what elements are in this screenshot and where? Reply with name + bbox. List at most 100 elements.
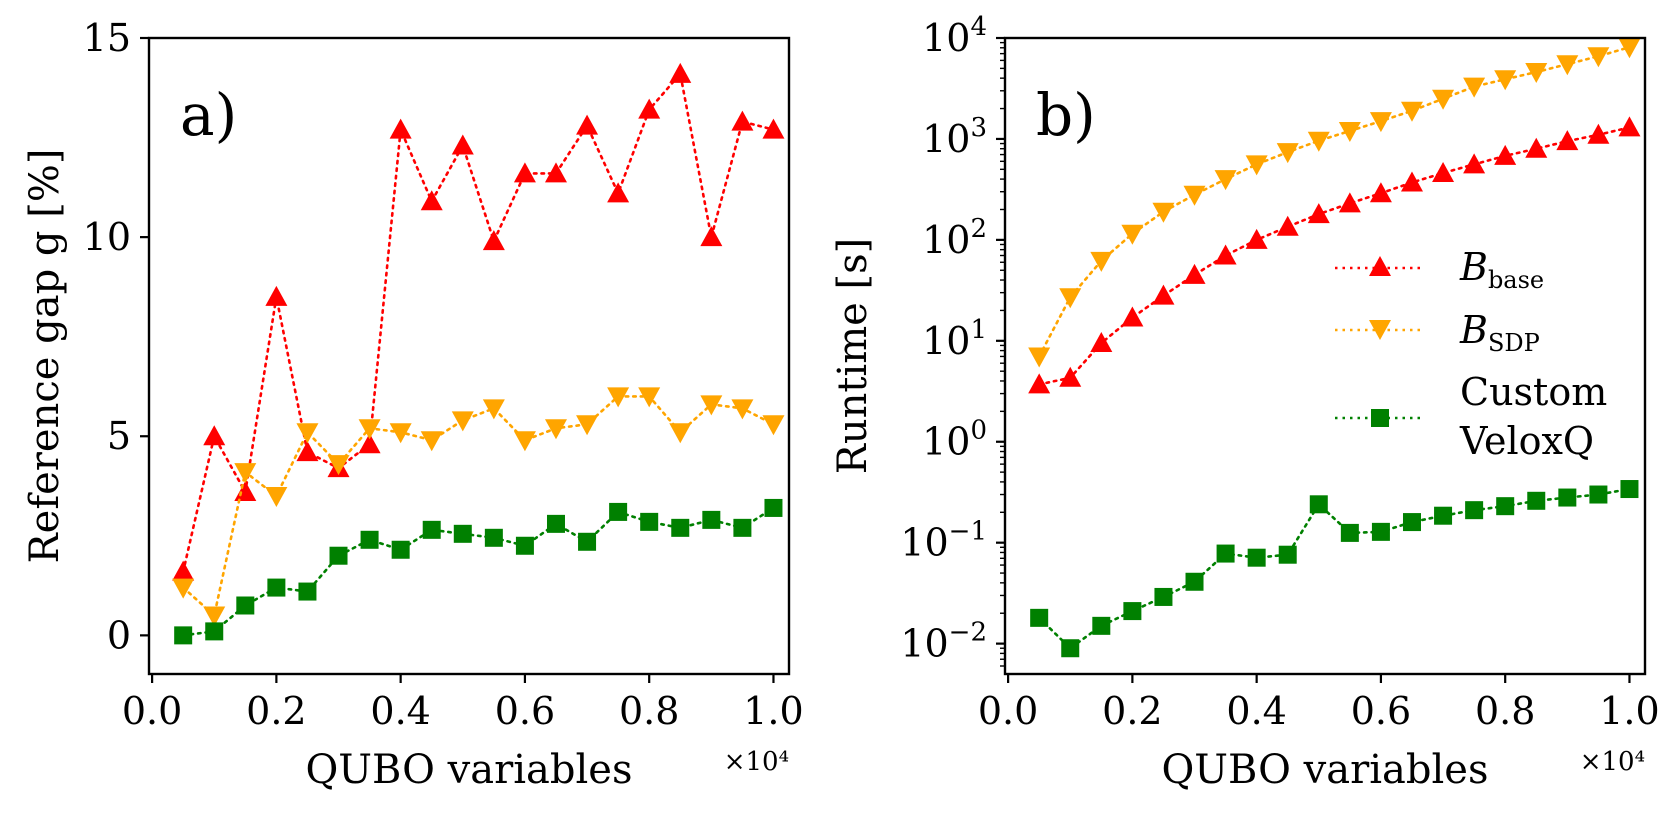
legend-label-custom: Custom	[1460, 370, 1607, 414]
panel-a-point-b-base	[762, 118, 785, 139]
panel-a-point-b-sdp	[576, 415, 599, 436]
panel-a-point-custom-veloxq	[484, 528, 503, 547]
panel-b-label: b)	[1036, 81, 1096, 149]
panel-a-y-tick-label: 0	[107, 613, 131, 657]
panel-b-series-line-b-sdp	[1037, 45, 1631, 358]
panel-b-point-custom-veloxq	[1061, 639, 1080, 658]
panel-b-point-b-sdp	[1369, 112, 1392, 133]
panel-a-point-b-base	[358, 433, 381, 454]
panel-a-point-b-base	[544, 162, 567, 183]
panel-b-x-tick-label: 0.0	[978, 689, 1038, 733]
panel-b-series-line-b-base	[1037, 126, 1631, 386]
panel-b-point-b-base	[1028, 373, 1051, 394]
panel-a-point-b-base	[607, 182, 630, 203]
panel-b-point-b-base	[1121, 306, 1144, 327]
legend-marker-b-base	[1369, 256, 1391, 276]
panel-a-x-tick-label: 0.0	[122, 689, 182, 733]
panel-b-point-b-sdp	[1618, 38, 1641, 59]
panel-b-point-b-base	[1307, 203, 1330, 224]
panel-a-point-b-sdp	[669, 423, 692, 444]
panel-a-point-b-sdp	[451, 411, 474, 432]
panel-a-point-custom-veloxq	[329, 546, 348, 565]
panel-a-point-custom-veloxq	[236, 596, 255, 615]
panel-b-point-b-sdp	[1183, 185, 1206, 206]
panel-b-point-b-sdp	[1432, 89, 1455, 110]
panel-a-plot-frame	[147, 36, 791, 676]
panel-a-y-tick-label: 10	[83, 215, 131, 259]
panel-b-point-custom-veloxq	[1278, 545, 1297, 564]
panel-a-x-ticks: 0.0 0.2 0.4 0.6 0.8 1.0	[122, 674, 804, 733]
panel-a-point-custom-veloxq	[360, 530, 379, 549]
panel-a-point-b-base	[669, 62, 692, 83]
legend-entry-b-base: Bbase	[1335, 245, 1544, 294]
panel-b-point-custom-veloxq	[1371, 522, 1390, 541]
panel-b-x-tick-label: 0.2	[1102, 689, 1162, 733]
panel-b-point-custom-veloxq	[1185, 572, 1204, 591]
panel-a-point-b-sdp	[638, 387, 661, 408]
legend-label-b-base-sub: base	[1488, 266, 1544, 294]
panel-a-point-custom-veloxq	[267, 578, 286, 597]
panel-b-point-b-base	[1059, 366, 1082, 387]
panel-a-point-b-base	[731, 110, 754, 131]
panel-b-point-b-sdp	[1245, 155, 1268, 176]
panel-a-point-b-sdp	[265, 486, 288, 507]
legend-label-b-sdp-main: B	[1459, 308, 1488, 352]
panel-b-point-b-base	[1432, 161, 1455, 182]
panel-b-point-b-base	[1090, 332, 1113, 353]
panel-b-x-axis-label: QUBO variables	[1162, 747, 1489, 793]
panel-b-point-b-sdp	[1028, 347, 1051, 368]
panel-a-point-b-base	[296, 441, 319, 462]
panel-b-series-line-custom-veloxq	[1037, 487, 1631, 650]
panel-a-point-custom-veloxq	[546, 514, 565, 533]
panel-a-y-axis-label: Reference gap g [%]	[22, 149, 68, 564]
panel-a-y-tick-label: 15	[83, 16, 131, 60]
legend-label-b-base-main: B	[1459, 245, 1488, 289]
panel-a-point-b-sdp	[389, 423, 412, 444]
panel-b-point-b-sdp	[1059, 288, 1082, 309]
panel-a-point-b-base	[451, 134, 474, 155]
panel-b-point-custom-veloxq	[1434, 506, 1453, 525]
panel-b-x-tick-label: 1.0	[1599, 689, 1659, 733]
panel-a-point-b-base	[482, 230, 505, 251]
legend-entry-b-sdp: BSDP	[1335, 308, 1540, 357]
panel-a-point-b-base	[700, 226, 723, 247]
panel-b-x-tick-label: 0.6	[1351, 689, 1411, 733]
panel-a-point-custom-veloxq	[702, 510, 721, 529]
panel-a-point-custom-veloxq	[609, 502, 628, 521]
panel-a-x-tick-label: 0.8	[619, 689, 679, 733]
panel-b-point-b-sdp	[1214, 170, 1237, 191]
legend-marker-b-sdp	[1369, 320, 1391, 340]
panel-b-point-b-sdp	[1525, 63, 1548, 84]
panel-a-label: a)	[180, 81, 237, 149]
panel-b-point-custom-veloxq	[1154, 587, 1173, 606]
panel-b-point-b-base	[1369, 182, 1392, 203]
panel-b-x-multiplier: ×10⁴	[1580, 747, 1645, 777]
panel-b-x-tick-label: 0.4	[1226, 689, 1286, 733]
panel-a-point-custom-veloxq	[422, 520, 441, 539]
panel-a-point-b-sdp	[700, 395, 723, 416]
panel-b-point-custom-veloxq	[1558, 488, 1577, 507]
legend-label-b-sdp: BSDP	[1459, 308, 1540, 357]
panel-a-point-b-sdp	[234, 463, 257, 484]
panel-a-point-b-base	[203, 425, 226, 446]
panel-b-y-tick-label: 100	[922, 416, 987, 464]
panel-a-x-tick-label: 0.6	[495, 689, 555, 733]
panel-a-point-custom-veloxq	[764, 498, 783, 517]
panel-a-x-axis-label: QUBO variables	[306, 747, 633, 793]
panel-a-point-custom-veloxq	[298, 582, 317, 601]
panel-b-y-tick-label: 10−1	[900, 517, 987, 565]
panel-b-point-custom-veloxq	[1589, 485, 1608, 504]
panel-b-point-custom-veloxq	[1402, 513, 1421, 532]
panel-a-point-b-sdp	[731, 399, 754, 420]
panel-b-point-b-sdp	[1400, 101, 1423, 122]
panel-a-x-tick-label: 0.4	[370, 689, 430, 733]
panel-a-reference-gap: 0.0 0.2 0.4 0.6 0.8 1.0 0 5 10 15 a) QUBO variab…	[22, 16, 804, 793]
panel-b-y-tick-label: 104	[922, 12, 987, 60]
panel-a-y-tick-label: 5	[107, 414, 131, 458]
panel-b-point-b-base	[1276, 215, 1299, 236]
panel-b-point-custom-veloxq	[1092, 616, 1111, 635]
panel-b-point-b-base	[1494, 144, 1517, 165]
panel-a-x-tick-label: 1.0	[743, 689, 803, 733]
panel-b-point-b-base	[1152, 284, 1175, 305]
